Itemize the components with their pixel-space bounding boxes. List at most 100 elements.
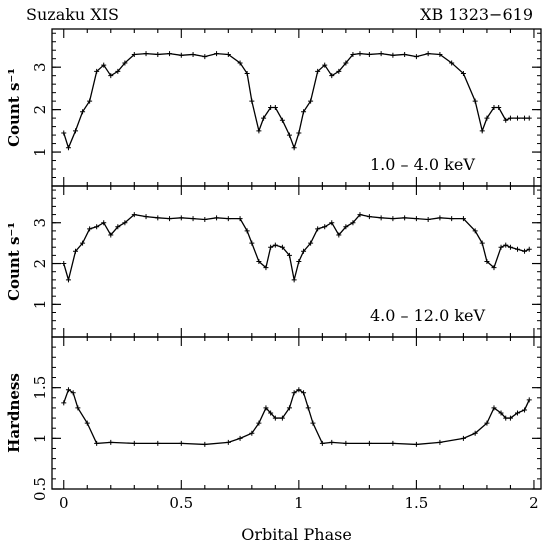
data-point [225, 51, 231, 57]
data-point [526, 115, 532, 121]
data-point [413, 54, 419, 60]
data-point [390, 216, 396, 222]
data-point [329, 439, 335, 445]
panel-bottom: 0.5 1 1.5 Hardness 0 0.5 1 1.5 2 Orbital Phase [5, 336, 542, 542]
data-point [65, 277, 71, 283]
y-tick-label: 3 [31, 218, 49, 228]
data-point [256, 259, 262, 264]
data-point [460, 71, 466, 77]
data-point [329, 73, 335, 79]
y-tick-label: 3 [31, 62, 49, 72]
panels: 1 2 3 Count s⁻¹ 1.0 – 4.0 keV 1 2 3 Count s⁻¹ 4.0… [5, 28, 542, 542]
data-point [286, 405, 292, 411]
data-point [329, 220, 335, 226]
data-point [131, 440, 137, 446]
data-point [202, 441, 208, 447]
data-point [366, 440, 372, 446]
data-point [315, 68, 321, 74]
data-point [526, 246, 532, 252]
data-point [479, 128, 485, 134]
panel-top: 1 2 3 Count s⁻¹ 1.0 – 4.0 keV [5, 28, 542, 187]
data-point [268, 105, 274, 110]
data-point [272, 415, 278, 421]
energy-band-label: 1.0 – 4.0 keV [370, 155, 475, 174]
data-point [350, 51, 356, 57]
data-point [61, 400, 67, 406]
data-point [94, 224, 100, 230]
data-point [178, 52, 184, 58]
source-label: XB 1323−619 [420, 5, 533, 24]
data-point [522, 407, 528, 413]
data-point [315, 226, 321, 232]
data-point [366, 51, 372, 57]
data-point [343, 224, 349, 230]
x-tick-label: 0 [59, 494, 69, 512]
data-point [167, 216, 173, 222]
data-point [491, 105, 497, 110]
data-point [449, 60, 455, 66]
data-point [279, 415, 285, 421]
data-point [237, 216, 243, 222]
data-point [73, 128, 79, 134]
data-point [225, 216, 231, 222]
data-point [214, 51, 220, 57]
data-point [249, 240, 255, 246]
data-point [350, 220, 356, 226]
data-point [61, 130, 67, 136]
data-point [484, 420, 490, 426]
data-point [484, 259, 490, 264]
data-point [61, 261, 67, 267]
data-point [522, 248, 528, 254]
data-point [291, 145, 297, 151]
data-point [336, 68, 342, 74]
data-point [460, 435, 466, 441]
data-point [94, 68, 100, 74]
data-point [460, 216, 466, 222]
data-point [308, 98, 314, 104]
data-point [301, 390, 307, 396]
data-point [296, 387, 302, 393]
y-tick-label: 2 [31, 259, 49, 269]
data-point [390, 440, 396, 446]
data-point [115, 68, 121, 74]
data-point [286, 252, 292, 258]
data-point [122, 60, 128, 66]
data-point [190, 216, 196, 222]
data-point [479, 240, 485, 246]
data-point [503, 242, 509, 248]
y-tick-label: 0.5 [31, 477, 49, 501]
data-point [402, 215, 408, 221]
data-point [437, 215, 443, 221]
data-point [522, 115, 528, 121]
y-tick-label: 1 [31, 434, 49, 444]
data-point [225, 439, 231, 445]
data-point [514, 410, 520, 416]
data-point [322, 62, 328, 68]
data-point [65, 145, 71, 151]
data-point [498, 410, 504, 416]
data-point [108, 232, 114, 238]
data-point [301, 248, 307, 254]
data-point [155, 440, 161, 446]
instrument-label: Suzaku XIS [26, 5, 119, 24]
data-point [155, 51, 161, 57]
data-point [301, 109, 307, 115]
panel-middle: 1 2 3 Count s⁻¹ 4.0 – 12.0 keV [5, 185, 542, 338]
data-point [101, 62, 107, 68]
data-point [491, 405, 497, 411]
data-point [131, 212, 137, 218]
y-tick-label: 1 [31, 300, 49, 310]
series-line [63, 388, 530, 446]
data-point [322, 224, 328, 230]
data-point [366, 214, 372, 220]
data-point [507, 415, 513, 421]
data-point [244, 228, 250, 234]
data-point [413, 216, 419, 222]
data-point [178, 440, 184, 446]
data-point [108, 73, 114, 79]
y-tick-label: 1 [31, 147, 49, 157]
data-point [472, 430, 478, 436]
data-point [263, 265, 269, 271]
data-point [472, 228, 478, 234]
y-tick-label: 2 [31, 105, 49, 115]
